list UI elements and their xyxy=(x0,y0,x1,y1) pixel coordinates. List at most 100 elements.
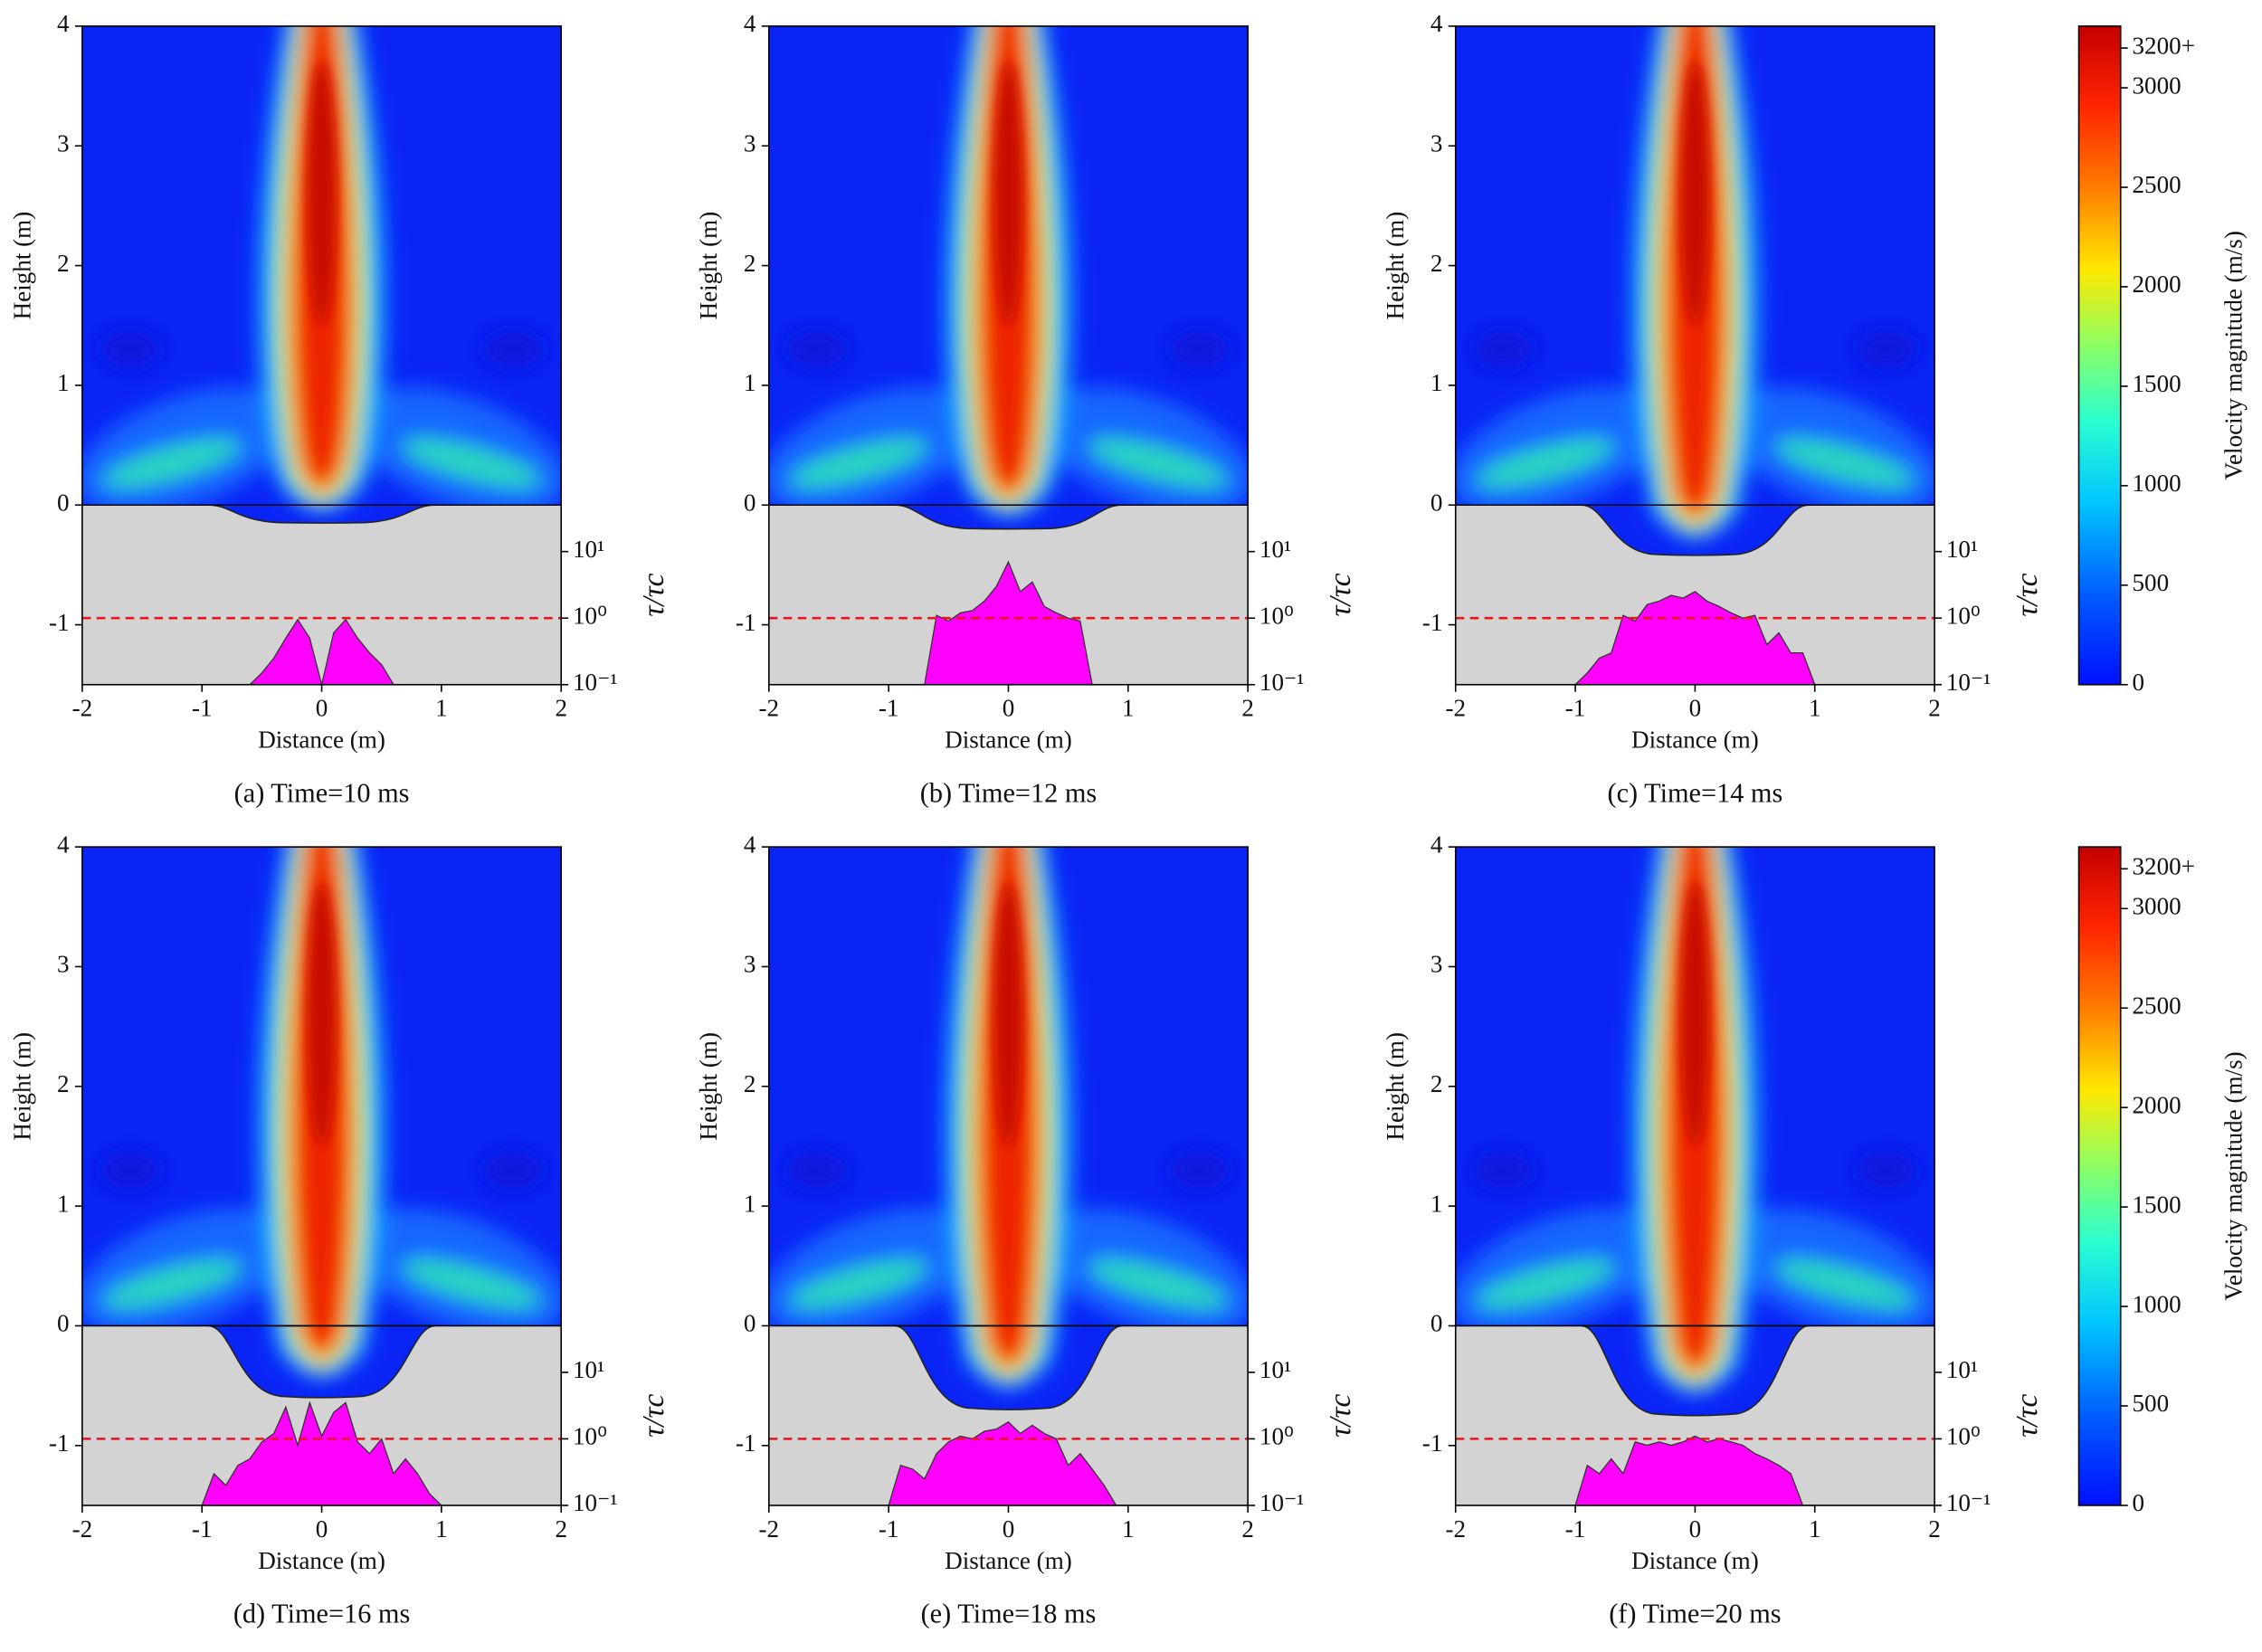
y-tick-label: 0 xyxy=(57,489,70,516)
crater-outline xyxy=(1581,1324,1810,1417)
y2-tick-label: 10¹ xyxy=(1946,536,1978,563)
y2-tick-label: 10⁻¹ xyxy=(1259,1489,1305,1516)
x-tick-label: 1 xyxy=(1809,1515,1821,1543)
y-tick-label: 2 xyxy=(744,1070,756,1097)
y-tick-label: 1 xyxy=(57,369,70,396)
velocity-field xyxy=(81,847,562,1398)
y-tick-label: 0 xyxy=(744,1310,756,1337)
field-vortex xyxy=(786,331,847,368)
jet-core xyxy=(993,62,1023,326)
x-tick-label: -1 xyxy=(1565,1515,1586,1543)
field-vortex xyxy=(1857,1152,1917,1189)
colorbar-tick-label: 2500 xyxy=(2133,171,2181,198)
y2-axis-label: τ/τc xyxy=(2010,1394,2044,1438)
x-tick-label: 1 xyxy=(435,695,448,722)
y-tick-label: -1 xyxy=(1422,609,1443,636)
x-axis-label: Distance (m) xyxy=(945,726,1072,754)
jet-lobe xyxy=(402,1258,541,1309)
y-tick-label: 3 xyxy=(57,129,70,157)
panel: -2 -1 0 1 2 -1 0 1 2 3 4 10⁻¹ 10⁰ 10¹ Distance (m) Heig… xyxy=(695,10,1357,808)
panel-title: (e) Time=18 ms xyxy=(921,1599,1097,1629)
colorbar-tick-label: 1500 xyxy=(2133,1191,2181,1218)
crater-outline xyxy=(894,1324,1123,1410)
y-tick-label: -1 xyxy=(49,1429,70,1457)
x-tick-label: -2 xyxy=(72,1515,93,1543)
field-vortex xyxy=(786,1152,847,1189)
y2-axis-label: τ/τc xyxy=(637,1394,670,1438)
velocity-field xyxy=(1455,847,1935,1416)
field-vortex xyxy=(483,331,544,368)
y-tick-label: 3 xyxy=(1430,129,1443,157)
panel-title: (b) Time=12 ms xyxy=(920,777,1097,808)
y-axis-label: Height (m) xyxy=(1382,212,1409,320)
colorbar: 0 500 1000 1500 2000 2500 3000 3200+ Velocity ma… xyxy=(2077,25,2248,696)
colorbar-tick-label: 2000 xyxy=(2133,1091,2181,1118)
colorbar-scale xyxy=(2077,25,2122,686)
y2-axis-label: τ/τc xyxy=(1324,1394,1357,1438)
y-tick-label: 4 xyxy=(57,10,70,37)
y2-tick-label: 10⁰ xyxy=(1259,1423,1294,1450)
y2-tick-label: 10⁰ xyxy=(1946,1423,1981,1450)
field-vortex xyxy=(100,1152,160,1189)
y-tick-label: 1 xyxy=(744,1190,756,1217)
field-vortex xyxy=(100,331,160,368)
jet-lobe xyxy=(789,438,928,489)
y2-tick-label: 10⁰ xyxy=(573,1423,607,1450)
jet-lobe xyxy=(1088,1258,1228,1309)
y2-tick-label: 10⁻¹ xyxy=(1946,669,1991,696)
x-tick-label: 0 xyxy=(1003,1515,1015,1543)
y-tick-label: -1 xyxy=(49,609,70,636)
y-tick-label: -1 xyxy=(736,609,756,636)
ground xyxy=(81,505,562,685)
field-vortex xyxy=(1170,1152,1231,1189)
x-tick-label: 2 xyxy=(555,1515,567,1543)
y-tick-label: 0 xyxy=(744,489,756,516)
y-axis-label: Height (m) xyxy=(8,1032,35,1141)
y-tick-label: 0 xyxy=(1430,1310,1443,1337)
y2-axis-label: τ/τc xyxy=(2010,573,2044,616)
panel: -2 -1 0 1 2 -1 0 1 2 3 4 10⁻¹ 10⁰ 10¹ Distance (m) Heig… xyxy=(1382,10,2044,808)
colorbar-tick-label: 3200+ xyxy=(2133,32,2195,59)
x-tick-label: -2 xyxy=(1445,695,1466,722)
y2-tick-label: 10⁰ xyxy=(1259,602,1294,629)
x-tick-label: 0 xyxy=(316,695,328,722)
y2-tick-label: 10⁻¹ xyxy=(573,669,618,696)
field-vortex xyxy=(1857,331,1917,368)
x-axis-label: Distance (m) xyxy=(1631,1547,1759,1574)
crater-outline xyxy=(1581,504,1810,556)
panel: -2 -1 0 1 2 -1 0 1 2 3 4 10⁻¹ 10⁰ 10¹ Distance (m) Heig… xyxy=(1382,831,2044,1628)
field-vortex xyxy=(483,1152,544,1189)
y-tick-label: 1 xyxy=(57,1190,70,1217)
jet-lobe xyxy=(102,438,242,489)
colorbar-label: Velocity magnitude (m/s) xyxy=(2220,1051,2248,1300)
y-tick-label: -1 xyxy=(736,1429,756,1457)
x-tick-label: 2 xyxy=(555,695,567,722)
colorbar-tick-label: 1500 xyxy=(2133,370,2181,397)
y-tick-label: 3 xyxy=(744,951,756,978)
panel-title: (a) Time=10 ms xyxy=(234,777,410,808)
x-tick-label: 2 xyxy=(1928,695,1941,722)
jet-lobe xyxy=(1476,438,1615,489)
jet-lobe xyxy=(102,1258,242,1309)
x-tick-label: -1 xyxy=(879,1515,899,1543)
y-tick-label: 0 xyxy=(57,1310,70,1337)
colorbar-tick-label: 500 xyxy=(2133,1390,2170,1417)
jet-core xyxy=(993,882,1023,1146)
x-tick-label: 1 xyxy=(1122,1515,1135,1543)
jet-lobe xyxy=(789,1258,928,1309)
jet-lobe xyxy=(402,438,541,489)
field-vortex xyxy=(1473,331,1534,368)
jet-lobe xyxy=(1476,1258,1615,1309)
colorbar-tick-label: 0 xyxy=(2133,1489,2145,1516)
y-tick-label: -1 xyxy=(1422,1429,1443,1457)
x-tick-label: -2 xyxy=(759,1515,780,1543)
y2-tick-label: 10¹ xyxy=(1259,536,1291,563)
y-axis-label: Height (m) xyxy=(8,212,35,320)
y2-tick-label: 10¹ xyxy=(573,536,604,563)
panel-title: (d) Time=16 ms xyxy=(233,1599,410,1629)
stress-area xyxy=(201,1400,443,1506)
colorbar-scale xyxy=(2077,846,2122,1506)
velocity-field xyxy=(1455,25,1935,555)
x-tick-label: -1 xyxy=(192,695,213,722)
y-axis-label: Height (m) xyxy=(1382,1032,1409,1141)
